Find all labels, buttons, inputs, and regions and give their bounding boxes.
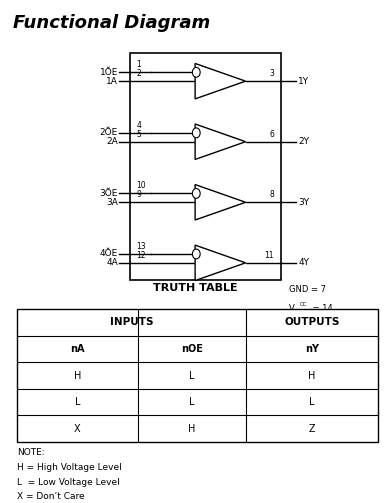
Text: 8: 8 xyxy=(269,190,274,199)
Text: NOTE:: NOTE: xyxy=(17,448,45,457)
Text: 3A: 3A xyxy=(106,198,118,207)
Text: 11: 11 xyxy=(264,251,274,260)
Text: 3Y: 3Y xyxy=(298,198,310,207)
Text: 2A: 2A xyxy=(106,137,118,146)
Text: 2ŎE: 2ŎE xyxy=(100,128,118,137)
Text: 4: 4 xyxy=(136,121,142,130)
Text: INPUTS: INPUTS xyxy=(110,317,153,327)
Text: H: H xyxy=(188,424,196,434)
Text: 5: 5 xyxy=(136,130,142,139)
Text: OUTPUTS: OUTPUTS xyxy=(284,317,340,327)
Circle shape xyxy=(192,128,200,138)
Polygon shape xyxy=(195,63,246,99)
Text: TRUTH TABLE: TRUTH TABLE xyxy=(153,283,238,293)
Polygon shape xyxy=(195,185,246,220)
Text: L  = Low Voltage Level: L = Low Voltage Level xyxy=(17,477,120,486)
Bar xyxy=(129,53,281,280)
Text: nA: nA xyxy=(70,344,84,354)
Text: 12: 12 xyxy=(136,251,146,260)
Text: nOE: nOE xyxy=(181,344,203,354)
Circle shape xyxy=(192,249,200,259)
Text: nY: nY xyxy=(305,344,319,354)
Text: 4A: 4A xyxy=(106,259,118,268)
Text: L: L xyxy=(309,397,315,407)
Text: 1ŎE: 1ŎE xyxy=(99,68,118,77)
Text: H: H xyxy=(74,371,81,381)
Text: L: L xyxy=(75,397,80,407)
Text: 4ŎE: 4ŎE xyxy=(100,249,118,259)
Text: 4Y: 4Y xyxy=(298,259,309,268)
Text: 2: 2 xyxy=(136,69,141,78)
Circle shape xyxy=(192,67,200,77)
Text: Z: Z xyxy=(309,424,316,434)
Text: GND = 7: GND = 7 xyxy=(289,286,326,294)
Text: 2Y: 2Y xyxy=(298,137,309,146)
Text: L: L xyxy=(189,397,195,407)
Text: X: X xyxy=(74,424,81,434)
Text: H = High Voltage Level: H = High Voltage Level xyxy=(17,463,122,472)
Text: 1Y: 1Y xyxy=(298,76,310,86)
Text: 6: 6 xyxy=(269,130,274,139)
Text: 3: 3 xyxy=(269,69,274,78)
Text: 10: 10 xyxy=(136,182,146,191)
Text: 13: 13 xyxy=(136,242,146,251)
Text: CC: CC xyxy=(300,302,307,307)
Text: 1: 1 xyxy=(136,60,141,69)
Polygon shape xyxy=(195,245,246,281)
Text: 3ŎE: 3ŎE xyxy=(99,189,118,198)
Polygon shape xyxy=(195,124,246,159)
Text: 9: 9 xyxy=(136,190,142,199)
Text: H: H xyxy=(308,371,316,381)
Text: Functional Diagram: Functional Diagram xyxy=(13,14,210,32)
Text: = 14: = 14 xyxy=(310,304,333,313)
Text: www.delric.com: www.delric.com xyxy=(162,243,229,252)
Bar xyxy=(17,309,378,442)
Circle shape xyxy=(192,189,200,198)
Text: V: V xyxy=(289,304,294,313)
Text: X = Don’t Care: X = Don’t Care xyxy=(17,492,84,501)
Text: L: L xyxy=(189,371,195,381)
Text: 1A: 1A xyxy=(106,76,118,86)
